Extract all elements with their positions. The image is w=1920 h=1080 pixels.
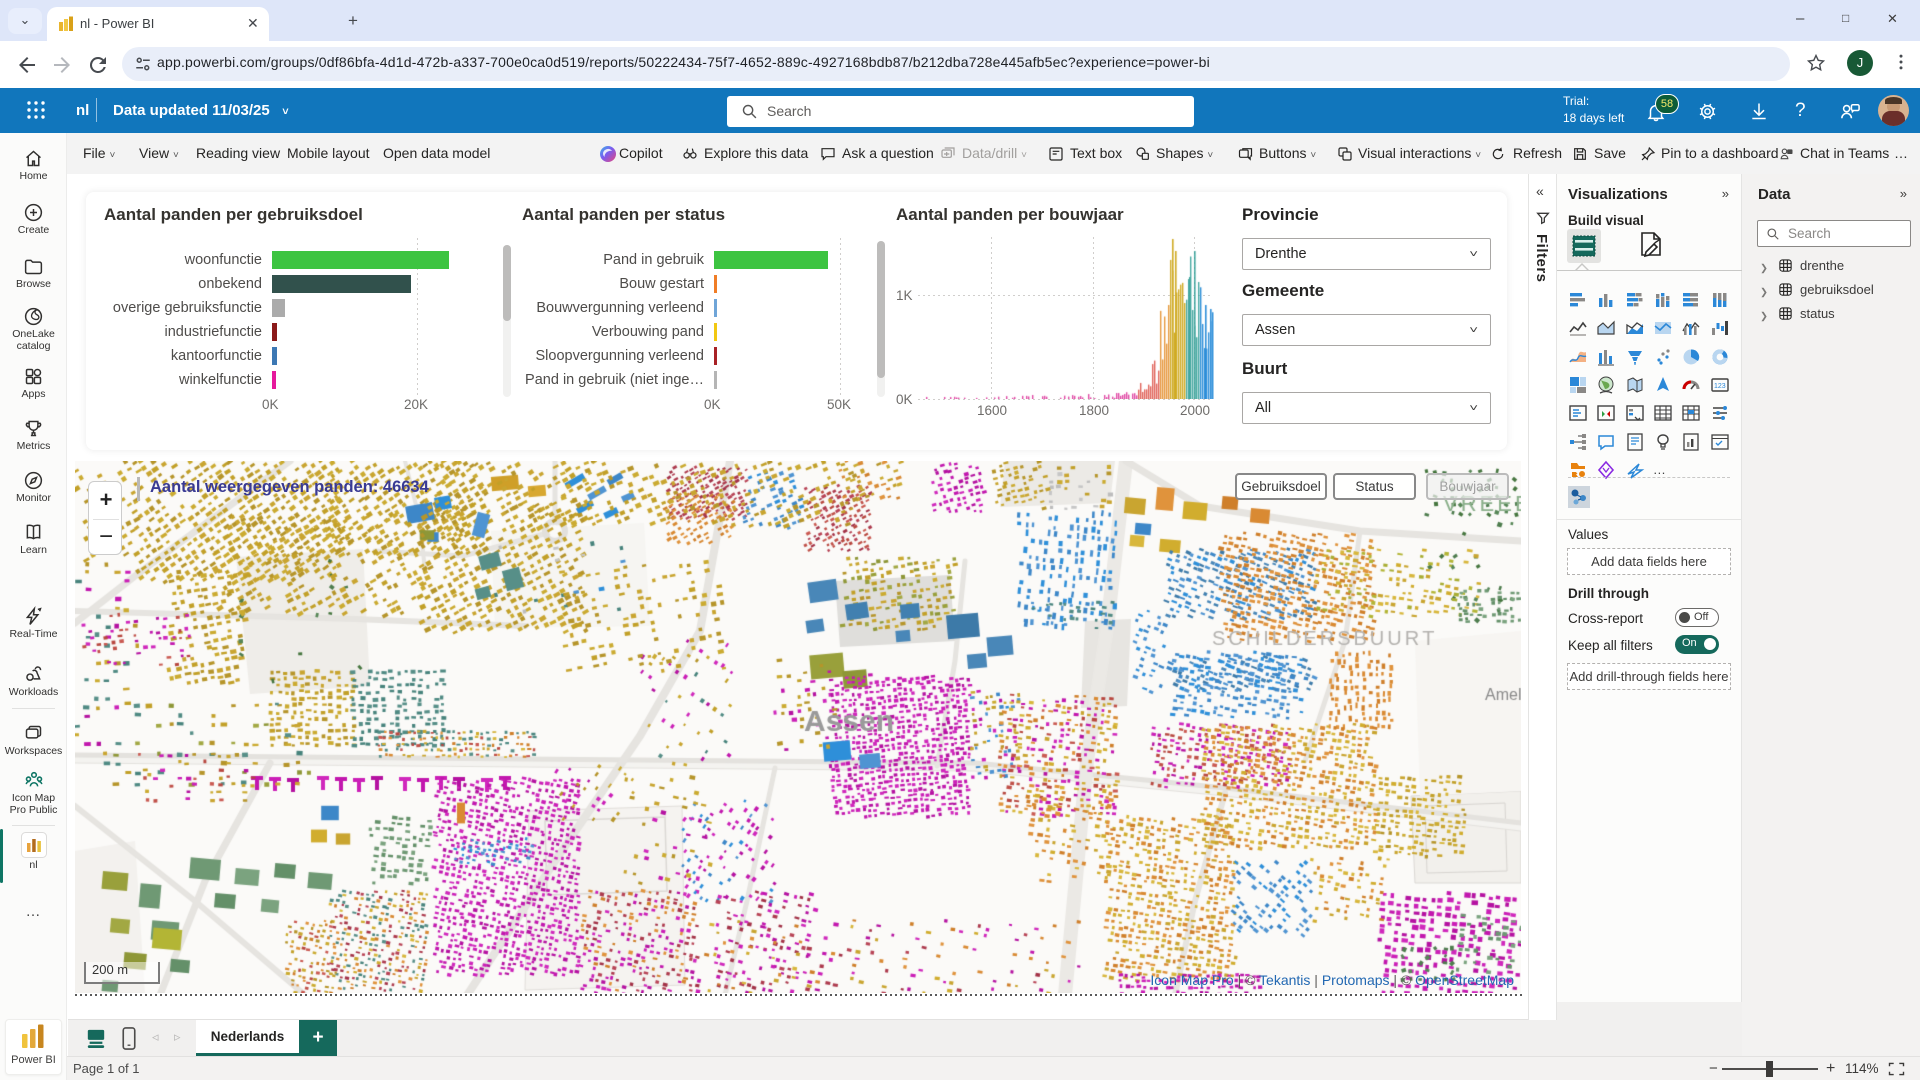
svg-text:123: 123 xyxy=(1714,383,1726,390)
